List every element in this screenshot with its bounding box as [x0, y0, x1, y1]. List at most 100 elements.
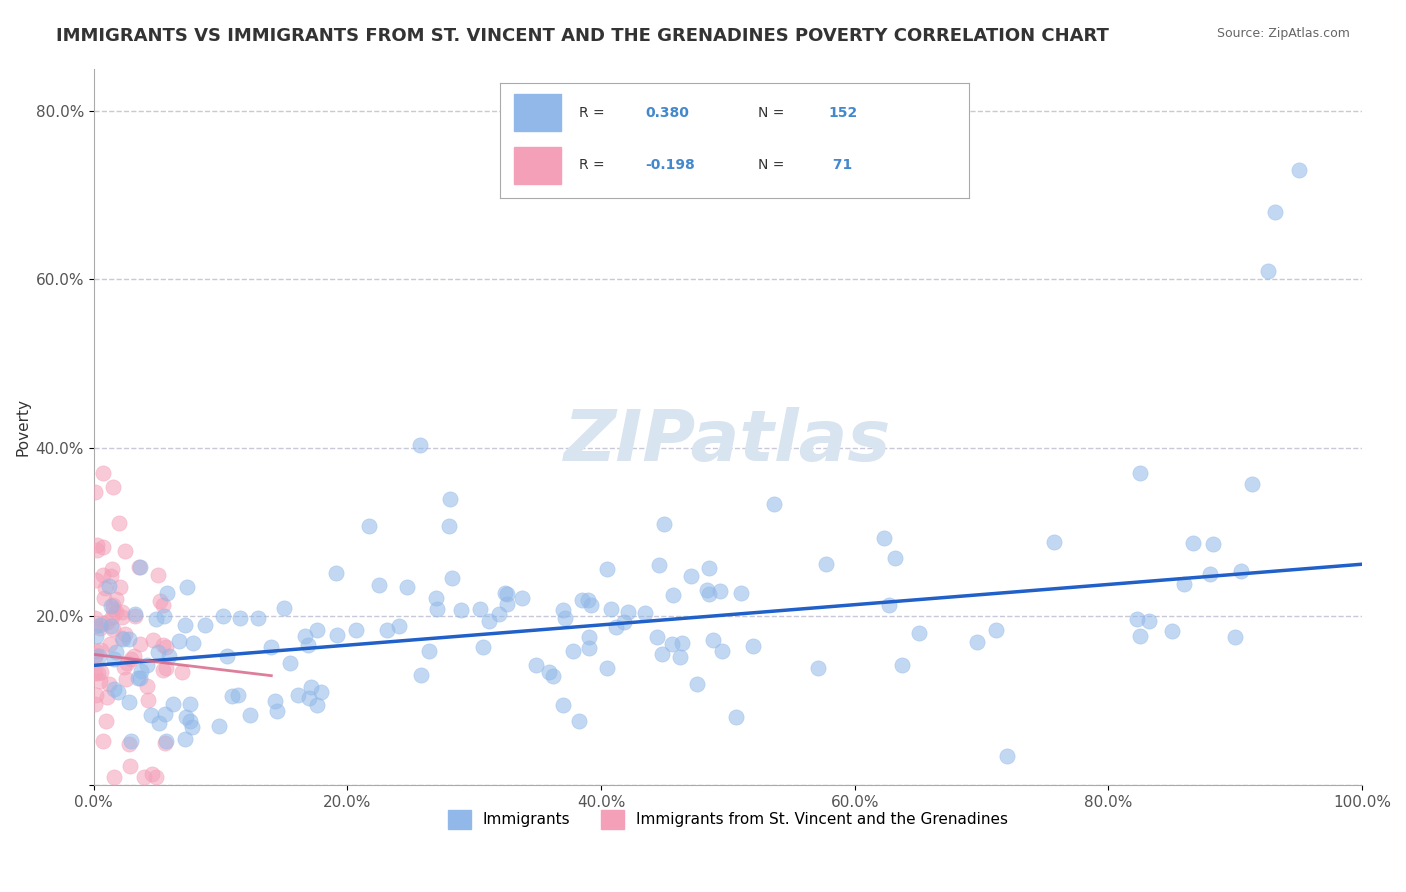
Point [155, 640, 177, 654]
Point [212, 608, 235, 623]
Point [103, 770, 125, 784]
Point [97, 677, 120, 691]
Point [134, 770, 156, 784]
Point [142, 633, 165, 648]
Point [114, 672, 136, 686]
Point [1199, 567, 1222, 582]
Point [1229, 564, 1251, 578]
Point [605, 620, 627, 634]
Point [297, 638, 319, 652]
Point [600, 602, 623, 616]
Point [173, 618, 195, 632]
Point [91, 568, 114, 582]
Point [578, 593, 600, 607]
Point [266, 704, 288, 718]
Point [156, 586, 179, 600]
Point [966, 635, 988, 649]
Point [87, 665, 110, 680]
Point [873, 531, 896, 545]
Point [298, 690, 321, 705]
Point [181, 720, 204, 734]
Point [91, 466, 114, 480]
Point [221, 689, 243, 703]
Point [103, 682, 125, 697]
Point [157, 648, 180, 663]
Point [141, 767, 163, 781]
Point [120, 652, 142, 666]
Point [571, 593, 593, 607]
Point [118, 758, 141, 772]
Point [149, 594, 172, 608]
Point [1202, 537, 1225, 551]
Y-axis label: Poverty: Poverty [15, 398, 30, 456]
Point [98, 579, 121, 593]
Point [741, 639, 763, 653]
Point [155, 734, 177, 748]
Text: Source: ZipAtlas.com: Source: ZipAtlas.com [1216, 27, 1350, 40]
Point [127, 671, 149, 685]
Point [613, 615, 636, 630]
Point [450, 603, 472, 617]
Point [84, 688, 107, 702]
Point [488, 607, 510, 621]
Point [104, 605, 127, 619]
Point [229, 610, 252, 624]
Point [136, 680, 159, 694]
Point [551, 698, 574, 712]
Point [103, 602, 125, 616]
Point [762, 497, 785, 511]
Point [122, 648, 145, 663]
Point [686, 677, 709, 691]
Point [325, 566, 347, 580]
Point [468, 602, 491, 616]
Point [101, 610, 124, 624]
Point [100, 619, 122, 633]
Point [730, 586, 752, 600]
Point [183, 635, 205, 649]
Point [105, 592, 128, 607]
Point [671, 636, 693, 650]
Point [100, 569, 122, 583]
Point [472, 640, 495, 654]
Point [877, 598, 900, 612]
Point [118, 632, 141, 646]
Point [128, 560, 150, 574]
Point [287, 688, 309, 702]
Point [578, 630, 600, 644]
Point [326, 628, 349, 642]
Point [562, 644, 585, 658]
Point [135, 658, 157, 673]
Point [697, 587, 720, 601]
Point [418, 643, 440, 657]
Point [103, 651, 125, 665]
Point [1288, 162, 1310, 177]
Point [84, 698, 107, 712]
Point [162, 697, 184, 711]
Point [648, 558, 671, 573]
Point [1042, 535, 1064, 549]
Point [807, 661, 830, 675]
Point [661, 588, 683, 602]
Point [84, 650, 107, 665]
Point [155, 661, 177, 675]
Point [388, 619, 411, 633]
Point [651, 647, 673, 661]
Point [439, 492, 461, 507]
Point [108, 516, 131, 530]
Point [681, 569, 703, 583]
Point [579, 598, 602, 612]
Point [478, 614, 501, 628]
Point [124, 607, 146, 621]
Point [89, 621, 111, 635]
Point [90, 665, 112, 679]
Point [696, 583, 718, 598]
Point [131, 665, 153, 679]
Point [228, 688, 250, 702]
Point [568, 714, 591, 728]
Point [725, 709, 748, 723]
Point [368, 578, 391, 592]
Point [1129, 629, 1152, 643]
Point [167, 634, 190, 648]
Point [111, 605, 134, 619]
Point [100, 599, 122, 614]
